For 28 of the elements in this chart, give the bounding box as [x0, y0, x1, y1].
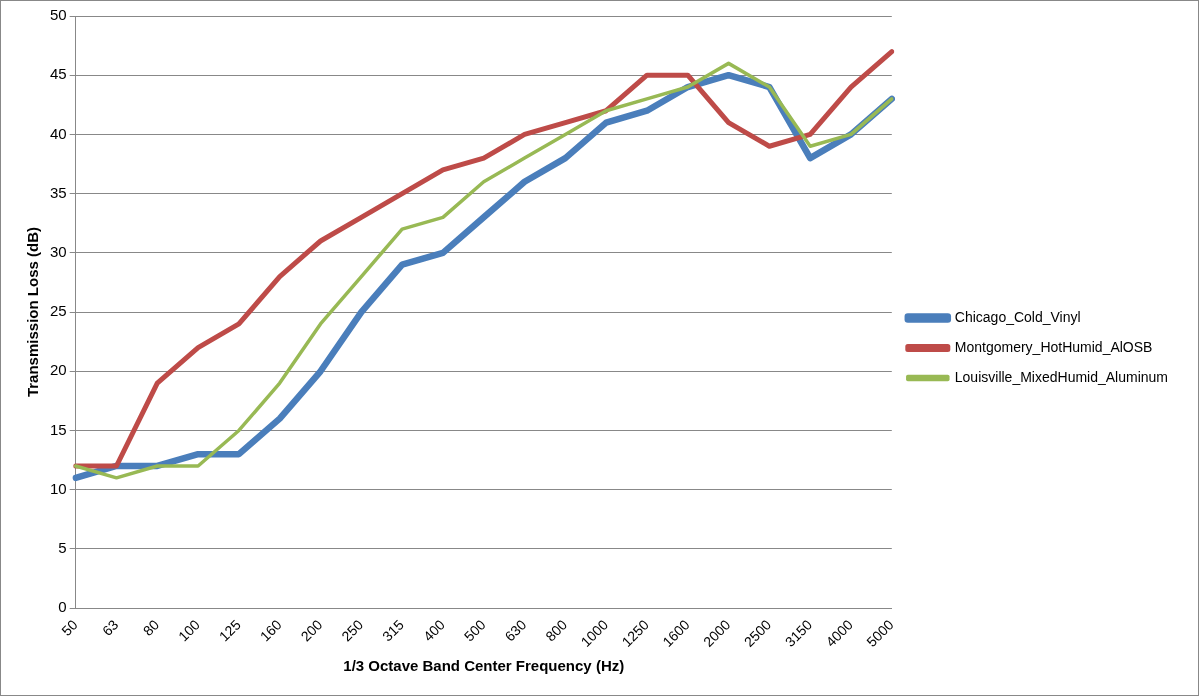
x-tick-label: 400 [419, 616, 448, 645]
legend-label: Chicago_Cold_Vinyl [954, 308, 1081, 325]
y-tick-label: 35 [50, 183, 67, 201]
y-tick-label: 5 [58, 539, 67, 557]
x-tick-label: 250 [338, 616, 367, 645]
x-tick-label: 80 [139, 616, 163, 639]
x-tick-label: 63 [99, 616, 122, 639]
x-tick-label: 500 [460, 616, 489, 645]
y-tick-label: 15 [50, 420, 67, 438]
x-axis-title: 1/3 Octave Band Center Frequency (Hz) [343, 657, 625, 675]
x-tick-label: 630 [501, 616, 530, 645]
y-tick-label: 30 [50, 242, 67, 260]
x-tick-label: 125 [215, 616, 244, 645]
x-tick-label: 100 [175, 616, 204, 645]
y-tick-label: 50 [50, 6, 67, 24]
y-tick-label: 45 [50, 65, 67, 83]
y-axis-title: Transmission Loss (dB) [24, 227, 42, 398]
y-tick-label: 25 [50, 302, 67, 320]
x-tick-label: 800 [542, 616, 571, 645]
y-tick-label: 20 [50, 361, 67, 379]
legend-label: Montgomery_HotHumid_AlOSB [954, 338, 1153, 355]
y-tick-label: 40 [50, 124, 67, 142]
x-tick-label: 160 [256, 616, 285, 645]
x-tick-label: 315 [379, 616, 408, 645]
x-tick-label: 200 [297, 616, 326, 645]
y-tick-label: 10 [50, 479, 67, 497]
y-tick-label: 0 [58, 598, 67, 616]
legend-label: Louisville_MixedHumid_Aluminum [954, 368, 1168, 385]
